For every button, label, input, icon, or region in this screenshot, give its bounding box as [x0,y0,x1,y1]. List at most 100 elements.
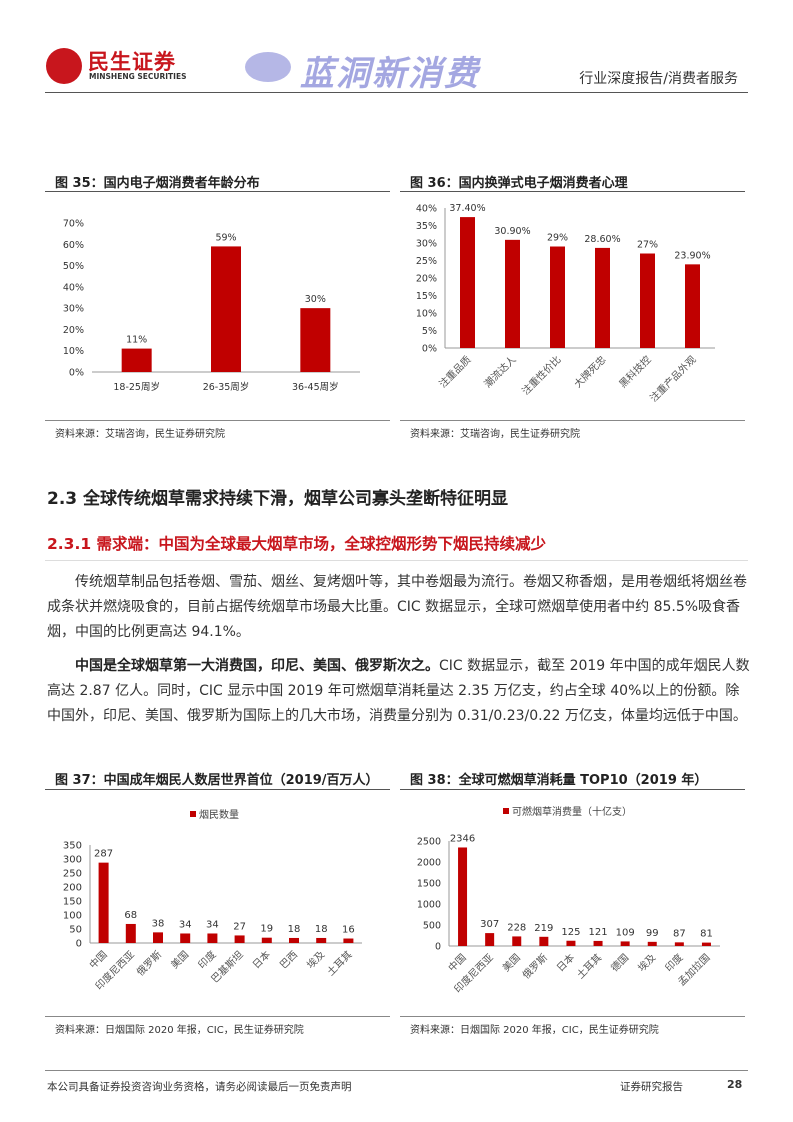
fig38-category-label: 日本 [554,951,577,974]
watermark-eye-icon [245,52,291,82]
fig37-ytick-label: 350 [63,841,82,852]
figure-35-title: 图 35：国内电子烟消费者年龄分布 [55,176,260,191]
fig36-category-label: 注重品质 [436,353,473,390]
figure-36-bottom-rule [400,420,745,421]
fig38-bar [620,941,630,946]
fig37-data-label: 18 [288,924,301,935]
brand-logo-cn: 民生证券 [88,50,176,74]
fig38-ytick-label: 1000 [417,900,441,911]
fig38-data-label: 81 [700,929,713,940]
fig36-data-label: 28.60% [584,234,620,245]
fig38-data-label: 121 [589,927,608,938]
footer-disclaimer: 本公司具备证券投资咨询业务资格，请务必阅读最后一页免责声明 [47,1081,352,1093]
paragraph-1: 传统烟草制品包括卷烟、雪茄、烟丝、复烤烟叶等，其中卷烟最为流行。卷烟又称香烟，是… [47,574,747,640]
fig38-bar [674,942,684,946]
fig36-ytick-label: 5% [422,326,437,337]
fig36-bar [595,247,610,348]
fig36-category-label: 大牌死忠 [571,353,608,390]
fig37-category-label: 中国 [86,948,109,971]
fig36-bar [640,253,655,348]
fig37-category-label: 土耳其 [324,948,354,978]
figure-35-title-rule [45,191,390,192]
fig35-ytick-label: 10% [63,346,84,357]
fig35-data-label: 59% [215,232,236,243]
fig37-ytick-label: 150 [63,897,82,908]
brand-logo-icon [46,48,82,84]
figure-36-title: 图 36：国内换弹式电子烟消费者心理 [410,176,628,191]
fig37-data-label: 27 [233,921,246,932]
figure-37-title: 图 37：中国成年烟民人数居世界首位（2019/百万人） [55,773,379,788]
fig37-bar [234,935,245,943]
fig35-bar [211,246,241,372]
paragraph-2: 中国是全球烟草第一大消费国，印尼、美国、俄罗斯次之。CIC 数据显示，截至 20… [47,654,752,729]
fig38-ytick-label: 1500 [417,879,441,890]
fig36-data-label: 27% [637,240,658,251]
fig38-data-label: 307 [480,919,499,930]
fig37-category-label: 埃及 [304,948,327,971]
fig38-bar [647,941,657,946]
subsection-rule [45,560,748,561]
fig36-ytick-label: 10% [416,309,437,320]
brand-logo-en: MINSHENG SECURITIES [89,72,187,81]
fig35-ytick-label: 40% [63,282,84,293]
fig35-data-label: 30% [305,294,326,305]
fig35-bar [121,348,152,372]
figure-35-bottom-rule [45,420,390,421]
figure-37-source: 资料来源：日烟国际 2020 年报，CIC，民生证券研究院 [55,1025,304,1036]
fig38-category-label: 美国 [500,951,523,974]
fig38-data-label: 219 [534,923,553,934]
fig36-data-label: 23.90% [674,250,710,261]
fig36-data-label: 29% [547,233,568,244]
fig36-category-label: 注重产品外观 [647,353,699,405]
footer-divider [45,1070,748,1071]
fig37-ytick-label: 50 [69,925,82,936]
paragraph-2-lead: 中国是全球烟草第一大消费国，印尼、美国、俄罗斯次之。 [75,658,439,674]
fig37-category-label: 巴西 [277,949,300,972]
fig38-legend-swatch [503,808,509,814]
fig37-bar [153,932,163,943]
fig36-ytick-label: 0% [422,344,437,355]
figure-38-bottom-rule [400,1016,745,1017]
fig37-data-label: 34 [179,919,192,930]
report-category: 行业深度报告/消费者服务 [579,71,738,87]
fig38-bar [458,847,468,946]
fig35-ytick-label: 70% [63,219,84,230]
fig38-bar [539,936,549,946]
fig38-category-label: 埃及 [635,951,658,974]
fig35-category-label: 36-45周岁 [292,381,339,393]
fig36-ytick-label: 30% [416,239,437,250]
fig38-bar [485,933,495,946]
fig35-ytick-label: 50% [63,261,84,272]
fig35-ytick-label: 20% [63,325,84,336]
figure-36-title-rule [400,191,745,192]
fig38-data-label: 87 [673,928,686,939]
fig36-ytick-label: 15% [416,291,437,302]
fig36-ytick-label: 35% [416,221,437,232]
subsection-heading: 2.3.1 需求端：中国为全球最大烟草市场，全球控烟形势下烟民持续减少 [47,535,547,553]
fig38-category-label: 印度 [662,951,685,974]
fig37-data-label: 16 [342,925,355,936]
fig37-data-label: 38 [152,918,165,929]
fig38-data-label: 99 [646,928,659,939]
fig37-category-label: 俄罗斯 [134,948,164,978]
fig37-bar [289,937,299,943]
fig38-data-label: 2346 [450,833,475,844]
fig38-ytick-label: 2000 [417,858,441,869]
fig37-bar [261,937,272,943]
figure-38-source: 资料来源：日烟国际 2020 年报，CIC，民生证券研究院 [410,1025,659,1036]
figure-38-title-rule [400,789,745,790]
fig35-data-label: 11% [126,335,147,346]
fig36-data-label: 30.90% [494,226,530,237]
fig36-category-label: 潮流达人 [481,353,518,390]
fig37-ytick-label: 0 [76,939,82,950]
fig37-bar [180,933,191,943]
fig37-ytick-label: 200 [63,883,82,894]
fig36-ytick-label: 40% [416,204,437,215]
section-heading: 2.3 全球传统烟草需求持续下滑，烟草公司寡头垄断特征明显 [47,489,509,509]
fig36-bar [505,239,520,348]
fig36-data-label: 37.40% [449,203,485,214]
fig38-bar [566,940,576,946]
fig38-category-label: 德国 [608,951,631,974]
fig37-data-label: 34 [206,919,219,930]
